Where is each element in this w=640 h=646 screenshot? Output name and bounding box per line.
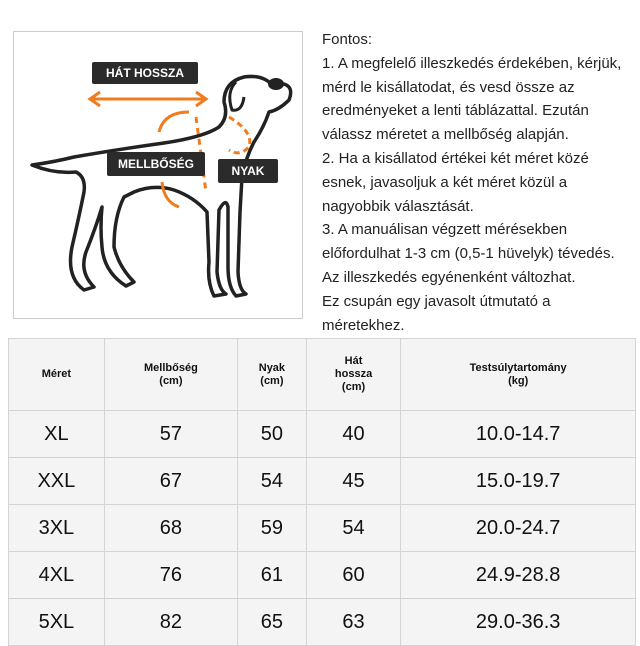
- cell-neck: 59: [237, 504, 307, 552]
- notes-line: válassz méretet a mellbőség alapján.: [322, 126, 569, 144]
- cell-weight: 29.0-36.3: [400, 598, 636, 646]
- back-length-label: HÁT HOSSZA: [92, 62, 198, 84]
- table-row: XXL 67 54 45 15.0-19.7: [8, 457, 636, 505]
- neck-label: NYAK: [218, 159, 278, 183]
- chest-label: MELLBŐSÉG: [107, 152, 205, 176]
- notes-line: Az illeszkedés egyénenként változhat.: [322, 268, 576, 286]
- cell-chest: 68: [103, 504, 239, 552]
- cell-chest: 67: [103, 457, 239, 505]
- cell-size: XL: [8, 410, 105, 458]
- notes-heading: Fontos:: [322, 31, 373, 48]
- cell-back-length: 45: [305, 457, 402, 505]
- notes-line: eredményeket a lenti táblázattal. Ezután: [322, 102, 589, 120]
- notes-line: 3. A manuálisan végzett mérésekben: [322, 221, 568, 239]
- cell-neck: 61: [237, 551, 307, 599]
- notes-line: Ez csupán egy javasolt útmutató a: [322, 292, 551, 310]
- header-size: Méret: [8, 338, 105, 411]
- header-text: Testsúlytartomány: [469, 361, 567, 374]
- chest-arrow: [157, 110, 190, 209]
- cell-size: 3XL: [8, 504, 105, 552]
- header-back-length: Hát hossza (cm): [305, 338, 402, 411]
- dog-outline-illustration: [30, 74, 293, 298]
- header-unit: (cm): [260, 374, 284, 387]
- neck-arrow: [228, 115, 252, 155]
- cell-back-length: 54: [305, 504, 402, 552]
- notes-line: előfordulhat 1-3 cm (0,5-1 hüvelyk) téve…: [322, 245, 615, 263]
- header-weight: Testsúlytartomány (kg): [400, 338, 636, 411]
- header-text: hossza: [334, 368, 373, 380]
- header-text: Nyak: [258, 361, 286, 374]
- cell-chest: 57: [103, 410, 239, 458]
- cell-weight: 20.0-24.7: [400, 504, 636, 552]
- cell-weight: 24.9-28.8: [400, 551, 636, 599]
- dog-measurement-diagram: HÁT HOSSZA MELLBŐSÉG NYAK: [13, 31, 303, 319]
- cell-back-length: 63: [305, 598, 402, 646]
- cell-back-length: 40: [305, 410, 402, 458]
- notes-line: méretekhez.: [322, 316, 405, 334]
- cell-neck: 54: [237, 457, 307, 505]
- cell-neck: 50: [237, 410, 307, 458]
- cell-weight: 10.0-14.7: [400, 410, 636, 458]
- table-row: 4XL 76 61 60 24.9-28.8: [8, 551, 636, 599]
- cell-size: XXL: [8, 457, 105, 505]
- cell-chest: 82: [103, 598, 239, 646]
- table-row: XL 57 50 40 10.0-14.7: [8, 410, 636, 458]
- header-unit: (kg): [508, 374, 529, 387]
- header-unit: (cm): [159, 374, 183, 387]
- table-header-row: Méret Mellbőség (cm) Nyak (cm) Hát hossza (c…: [8, 338, 636, 411]
- header-unit: (cm): [341, 381, 366, 393]
- notes-line: nagyobbik választását.: [322, 197, 474, 215]
- notes-line: 1. A megfelelő illeszkedés érdekében, ké…: [322, 54, 622, 72]
- table-row: 3XL 68 59 54 20.0-24.7: [8, 504, 636, 552]
- header-chest: Mellbőség (cm): [103, 338, 239, 411]
- instructions-text: Fontos: 1. A megfelelő illeszkedés érdek…: [322, 28, 637, 337]
- table-row: 5XL 82 65 63 29.0-36.3: [8, 598, 636, 646]
- header-neck: Nyak (cm): [237, 338, 307, 411]
- header-text: Mellbőség: [144, 361, 198, 374]
- notes-line: esnek, javasoljuk a két méret közül a: [322, 173, 568, 191]
- cell-neck: 65: [237, 598, 307, 646]
- cell-weight: 15.0-19.7: [400, 457, 636, 505]
- cell-size: 5XL: [8, 598, 105, 646]
- dog-nose: [268, 78, 284, 90]
- cell-size: 4XL: [8, 551, 105, 599]
- cell-chest: 76: [103, 551, 239, 599]
- size-chart-table: Méret Mellbőség (cm) Nyak (cm) Hát hossza (c…: [8, 338, 636, 646]
- notes-line: 2. Ha a kisállatod értékei két méret köz…: [322, 149, 589, 167]
- notes-line: mérd le kisállatodat, és vesd össze az: [322, 78, 575, 96]
- header-text: Hát: [344, 355, 363, 367]
- cell-back-length: 60: [305, 551, 402, 599]
- header-text: Méret: [41, 368, 72, 380]
